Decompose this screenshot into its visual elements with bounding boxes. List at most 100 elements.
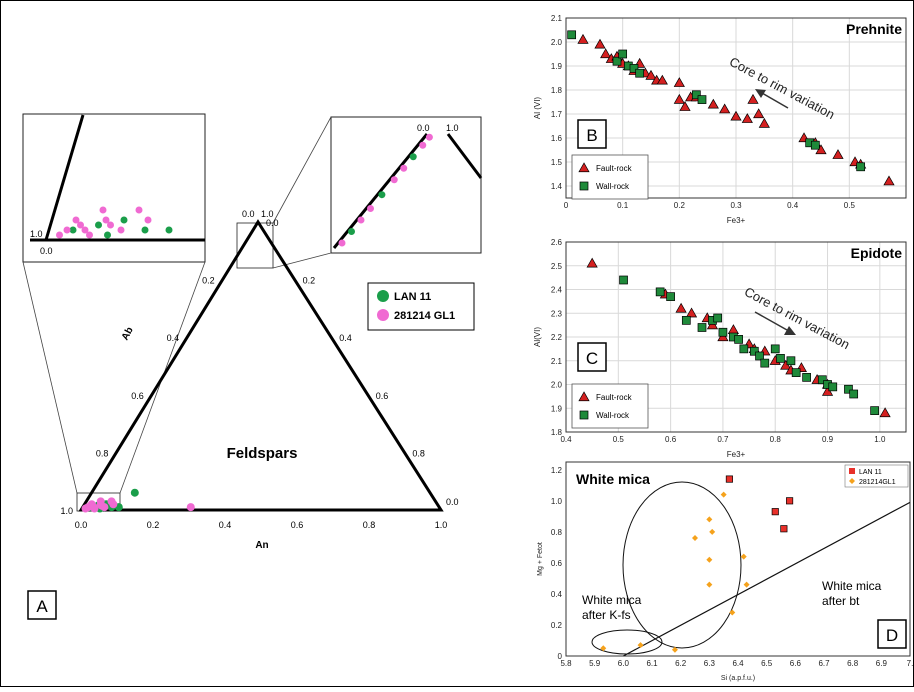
right-corner-tick-label: 0.0 [446, 497, 459, 507]
y-tick-label: 2.4 [551, 286, 563, 295]
data-point [577, 33, 589, 44]
legend-label: Fault-rock [596, 393, 633, 402]
y-axis-label: Al (VI) [533, 97, 542, 120]
data-point [849, 389, 859, 399]
data-point [691, 90, 701, 100]
inset-data-point [357, 216, 365, 224]
x-tick-label: 6.8 [847, 659, 859, 668]
data-point [771, 508, 779, 516]
data-point [758, 117, 770, 128]
annotation: after K-fs [582, 608, 631, 622]
legend-label: Wall-rock [596, 411, 630, 420]
bottom-tick-label: 0.2 [147, 520, 160, 530]
x-tick-label: 1.0 [874, 435, 886, 444]
data-point [645, 69, 657, 80]
data-point [780, 525, 788, 533]
x-tick-label: 5.9 [589, 659, 601, 668]
x-tick-label: 0.5 [613, 435, 625, 444]
inset-data-point [107, 221, 114, 229]
legend-label: Wall-rock [596, 182, 630, 191]
inset-data-point [63, 226, 71, 234]
bottom-tick-label: 1.0 [435, 520, 448, 530]
y-tick-label: 2.0 [551, 38, 563, 47]
data-point [567, 30, 577, 40]
inset-data-point [72, 216, 80, 224]
data-point [718, 327, 728, 337]
legend-marker [377, 309, 389, 321]
zoom-line [272, 116, 332, 224]
left-tick-label: 1.0 [60, 506, 73, 516]
data-point [692, 535, 698, 542]
data-point [612, 56, 622, 66]
data-point [578, 391, 590, 402]
data-point [743, 581, 750, 588]
bottom-tick-label: 0.8 [363, 520, 376, 530]
inset-tick-label: 0.0 [417, 123, 430, 133]
x-tick-label: 6.2 [675, 659, 687, 668]
y-tick-label: 2.2 [551, 333, 563, 342]
legend-label: LAN 11 [859, 469, 882, 476]
plot-frame [565, 17, 907, 199]
inset-left-axis [44, 114, 85, 241]
left-tick-label: 0.4 [167, 333, 180, 343]
inset-right-axis [446, 133, 483, 179]
data-point [725, 475, 733, 483]
legend-label: LAN 11 [394, 291, 431, 303]
data-point [734, 335, 743, 344]
data-point [755, 351, 764, 361]
arrow-line [754, 311, 788, 331]
x-tick-label: 0.6 [665, 435, 677, 444]
apex-tick-label: 0.0 [242, 209, 255, 219]
arrow-head [784, 326, 796, 335]
y-tick-label: 1.6 [551, 134, 563, 143]
data-point [849, 478, 855, 484]
y-tick-label: 2.1 [551, 357, 563, 366]
y-tick-label: 1.9 [551, 404, 563, 413]
inset-data-point [338, 239, 346, 247]
bottom-tick-label: 0.0 [75, 520, 88, 530]
chart-title: Epidote [851, 245, 903, 261]
data-point [675, 302, 687, 313]
x-tick-label: 0.5 [844, 201, 856, 210]
data-point [810, 140, 820, 150]
data-point [753, 108, 765, 119]
ternary-triangle [78, 219, 444, 512]
right-tick-label: 0.2 [303, 276, 316, 286]
x-tick-label: 6.3 [704, 659, 716, 668]
an-axis-label: An [255, 540, 268, 551]
inset-data-point [378, 191, 386, 199]
data-point [740, 553, 747, 560]
data-point [594, 38, 606, 49]
inset-data-point [104, 231, 111, 239]
x-tick-label: 6.0 [618, 659, 630, 668]
data-point [713, 313, 723, 323]
legend-box [844, 464, 909, 488]
data-point [88, 501, 97, 510]
plot-frame [565, 461, 911, 657]
data-point [870, 406, 879, 415]
data-point [655, 287, 665, 297]
plot-frame [565, 241, 907, 433]
right-tick-label: 0.4 [339, 333, 352, 343]
inset-data-point [99, 206, 107, 214]
discriminant-line [623, 501, 911, 657]
data-point [629, 64, 639, 73]
data-point [786, 497, 794, 505]
zoom-line [22, 261, 78, 494]
y-tick-label: 1.8 [551, 86, 563, 95]
inset-data-point [56, 231, 63, 239]
inset-data-point [102, 216, 110, 224]
x-axis-label: Si (a.p.f.u.) [721, 675, 755, 682]
data-point [656, 74, 668, 85]
x-tick-label: 7. [907, 659, 914, 668]
y-tick-label: 0.8 [551, 528, 563, 537]
legend-label: 281214GL1 [859, 479, 896, 486]
data-point [600, 645, 607, 652]
right-tick-label: 0.0 [266, 218, 279, 228]
inset-data-point [135, 206, 143, 214]
data-point [706, 556, 713, 563]
data-point [681, 316, 691, 325]
x-tick-label: 6.7 [818, 659, 830, 668]
